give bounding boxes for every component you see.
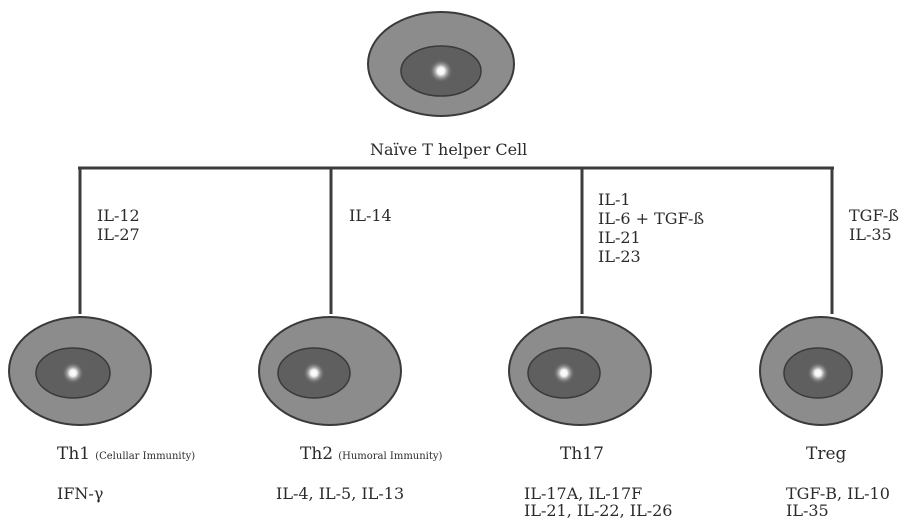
cytokine-line: TGF-B, IL-10 [786,484,890,503]
signal-label: IL-1 [598,190,631,209]
branch-signals-treg: TGF-ß IL-35 [849,206,899,244]
subset-name: Th2 [300,444,334,464]
subset-name: Th1 [57,444,91,464]
subset-note: (Celullar Immunity) [95,451,196,462]
subset-name: Treg [806,444,847,464]
signal-label: IL-23 [598,247,641,266]
naive-t-helper-cell-icon [367,11,515,117]
cytokine-line: IL-17A, IL-17F [524,484,643,503]
th1-cell-icon [8,316,152,426]
cytokine-line: IL-35 [786,501,829,520]
cytokines-th1: IFN-γ [57,484,103,503]
cytokines-th17: IL-17A, IL-17F IL-21, IL-22, IL-26 [524,484,672,519]
cytokine-line: IL-4, IL-5, IL-13 [276,484,405,503]
branch-signals-th1: IL-12 IL-27 [97,206,140,244]
signal-label: IL-6 + TGF-ß [598,209,705,228]
th2-cell-icon [258,316,402,426]
cytokine-line: IL-21, IL-22, IL-26 [524,501,673,520]
branch-signals-th2: IL-14 [349,206,392,225]
subset-th2-title: Th2 (Humoral Immunity) [300,444,442,466]
subset-name: Th17 [560,444,604,464]
signal-label: IL-14 [349,206,392,225]
subset-treg-title: Treg [806,444,846,464]
subset-th17-title: Th17 [560,444,604,464]
signal-label: IL-21 [598,228,641,247]
signal-label: IL-35 [849,225,892,244]
signal-label: IL-27 [97,225,140,244]
naive-cell-label: Naïve T helper Cell [370,140,528,159]
cytokines-treg: TGF-B, IL-10 IL-35 [786,484,890,519]
cytokine-line: IFN-γ [57,484,104,503]
signal-label: IL-12 [97,206,140,225]
treg-cell-icon [759,316,883,426]
signal-label: TGF-ß [849,206,899,225]
th17-cell-icon [508,316,652,426]
branch-signals-th17: IL-1 IL-6 + TGF-ß IL-21 IL-23 [598,190,704,266]
cytokines-th2: IL-4, IL-5, IL-13 [276,484,404,503]
subset-note: (Humoral Immunity) [338,451,443,462]
subset-th1-title: Th1 (Celullar Immunity) [57,444,195,466]
